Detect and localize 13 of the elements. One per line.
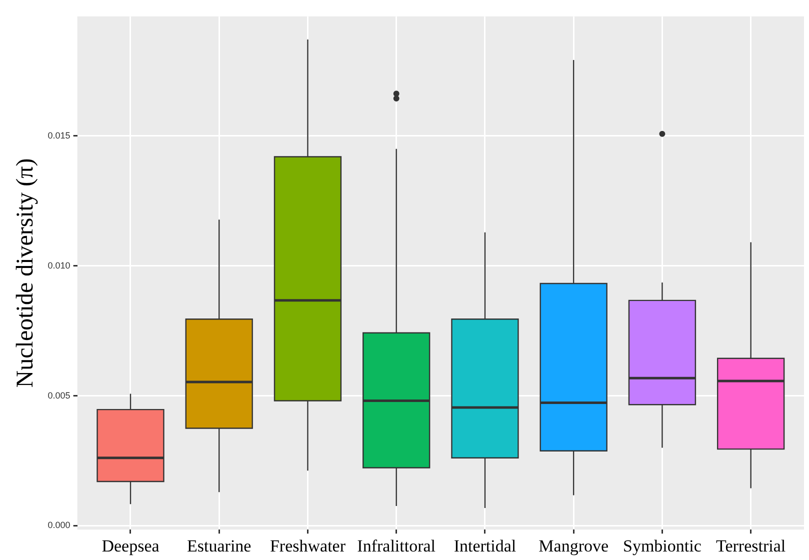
- y-tick-label: 0.000: [48, 520, 70, 530]
- y-axis-title: Nucleotide diversity (π): [12, 158, 39, 388]
- x-tick-label: Freshwater: [270, 536, 346, 556]
- x-tick-label: Deepsea: [102, 536, 160, 556]
- y-tick-label: 0.005: [48, 390, 70, 400]
- y-tick-label: 0.015: [48, 130, 70, 140]
- x-tick-label: Terrestrial: [716, 536, 786, 556]
- x-tick-label: Symbiontic: [623, 536, 702, 556]
- x-tick-label: Estuarine: [187, 536, 252, 556]
- x-tick-label: Intertidal: [454, 536, 516, 556]
- y-tick-label: 0.010: [48, 260, 70, 270]
- x-tick-label: Infralittoral: [357, 536, 436, 556]
- x-tick-label: Mangrove: [538, 536, 609, 556]
